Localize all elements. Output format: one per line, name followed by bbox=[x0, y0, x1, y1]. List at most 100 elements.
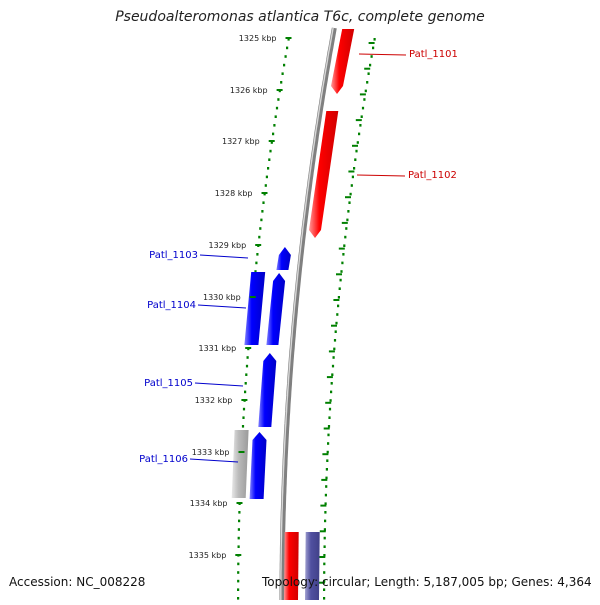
gene-leader-line bbox=[356, 174, 406, 177]
ring-dot bbox=[268, 158, 271, 161]
ring-dot bbox=[325, 468, 328, 471]
ring-dot bbox=[323, 571, 326, 574]
ring-dot bbox=[245, 373, 248, 376]
ring-dot bbox=[324, 493, 327, 497]
ring-dot bbox=[348, 201, 351, 204]
ring-dot bbox=[237, 545, 240, 548]
ring-dot bbox=[329, 399, 332, 402]
gene-label: Patl_1104 bbox=[147, 300, 196, 311]
gene-patl-1102 bbox=[309, 111, 339, 238]
ring-dot bbox=[359, 124, 362, 127]
ring-dot bbox=[336, 313, 339, 316]
ring-dot bbox=[330, 382, 333, 385]
ruler-tick-layer: 1325 kbp 1326 kbp 1327 kbp 1328 kbp 1329 kbp… bbox=[189, 34, 292, 560]
ring-dot bbox=[331, 373, 334, 376]
gene-leader-line bbox=[197, 304, 247, 309]
kbp-tick-label: 1333 kbp bbox=[192, 448, 230, 457]
ring-dot bbox=[366, 81, 369, 84]
ring-dot bbox=[272, 132, 275, 136]
kbp-tick-label: 1334 kbp bbox=[190, 499, 228, 508]
ring-dot bbox=[347, 210, 350, 213]
ring-dot bbox=[358, 132, 361, 136]
ring-dot bbox=[263, 192, 266, 196]
ring-dot bbox=[323, 579, 326, 583]
ring-dot bbox=[241, 425, 245, 428]
ring-dot bbox=[370, 55, 373, 58]
ring-dot bbox=[353, 167, 356, 170]
ring-dot bbox=[331, 364, 335, 368]
ring-dot bbox=[259, 227, 262, 230]
kbp-tick-label: 1326 kbp bbox=[230, 86, 268, 95]
gene-patl-1101 bbox=[331, 29, 355, 94]
ring-dot bbox=[281, 72, 284, 75]
ring-dot bbox=[341, 261, 344, 265]
ring-dot bbox=[324, 519, 327, 523]
ring-dot bbox=[334, 330, 337, 333]
gene-leader-line bbox=[189, 458, 239, 463]
ring-dot bbox=[237, 528, 240, 531]
gene-patl-1103 bbox=[276, 247, 291, 270]
ring-dot bbox=[286, 46, 289, 50]
ring-dot bbox=[325, 485, 328, 488]
ring-dot bbox=[363, 98, 366, 101]
ring-dot bbox=[323, 597, 326, 600]
ring-dot bbox=[245, 364, 249, 368]
gene-label: Patl_1103 bbox=[149, 250, 198, 261]
ring-dot bbox=[277, 98, 280, 101]
ring-dot bbox=[342, 253, 345, 256]
ring-dot bbox=[284, 55, 287, 58]
kbp-tick-label: 1331 kbp bbox=[198, 344, 236, 353]
gene-unlabeled-blue bbox=[244, 272, 266, 345]
ring-dot bbox=[254, 270, 257, 273]
ring-dot bbox=[337, 296, 340, 299]
ring-dot bbox=[343, 244, 346, 247]
backbone-layer bbox=[279, 27, 337, 600]
ring-dot bbox=[262, 201, 265, 204]
ring-dot bbox=[372, 46, 375, 50]
ring-dot bbox=[261, 210, 264, 213]
ring-dot bbox=[323, 554, 326, 557]
ring-dot bbox=[345, 227, 348, 230]
ring-dot bbox=[274, 115, 277, 118]
ring-dot bbox=[237, 536, 240, 540]
ring-dot bbox=[339, 278, 342, 282]
ring-dot bbox=[244, 382, 247, 385]
ring-dot bbox=[270, 141, 273, 144]
gene-leader-line bbox=[194, 382, 244, 387]
gene-patl-1104 bbox=[266, 273, 286, 345]
ring-dot bbox=[340, 270, 343, 273]
ring-dot bbox=[361, 106, 365, 110]
ring-dot bbox=[325, 476, 328, 480]
gene-leader-line bbox=[358, 53, 407, 56]
ring-dot bbox=[349, 192, 352, 196]
ring-dot bbox=[338, 287, 341, 290]
ring-dot bbox=[267, 167, 270, 170]
ring-dot bbox=[354, 158, 357, 161]
ring-dot bbox=[344, 235, 347, 239]
kbp-tick-label: 1329 kbp bbox=[208, 241, 246, 250]
gene-leader-line bbox=[199, 254, 249, 259]
ring-dot bbox=[333, 339, 337, 342]
gene-label: Patl_1106 bbox=[139, 454, 188, 465]
gene-label: Patl_1105 bbox=[144, 378, 193, 389]
ring-dot bbox=[326, 459, 329, 462]
feature-layer bbox=[231, 29, 355, 600]
genome-summary-text: Topology: circular; Length: 5,187,005 bp… bbox=[262, 575, 592, 589]
kbp-tick-label: 1328 kbp bbox=[215, 189, 253, 198]
ring-dot bbox=[256, 253, 259, 256]
ring-dot bbox=[328, 407, 332, 411]
ring-dot bbox=[237, 571, 240, 574]
genome-backbone-highlight bbox=[280, 27, 334, 600]
ring-dot bbox=[356, 141, 359, 144]
ring-dot bbox=[328, 416, 331, 419]
ring-dot bbox=[264, 184, 267, 187]
gene-label: Patl_1101 bbox=[409, 49, 458, 60]
ring-dot bbox=[326, 450, 329, 454]
kbp-tick-label: 1332 kbp bbox=[195, 396, 233, 405]
map-title: Pseudoalteromonas atlantica T6c, complet… bbox=[115, 9, 485, 25]
accession-text: Accession: NC_008228 bbox=[9, 575, 146, 589]
ring-dot bbox=[324, 502, 327, 505]
ring-dot bbox=[242, 407, 246, 411]
ring-dot bbox=[324, 511, 327, 514]
